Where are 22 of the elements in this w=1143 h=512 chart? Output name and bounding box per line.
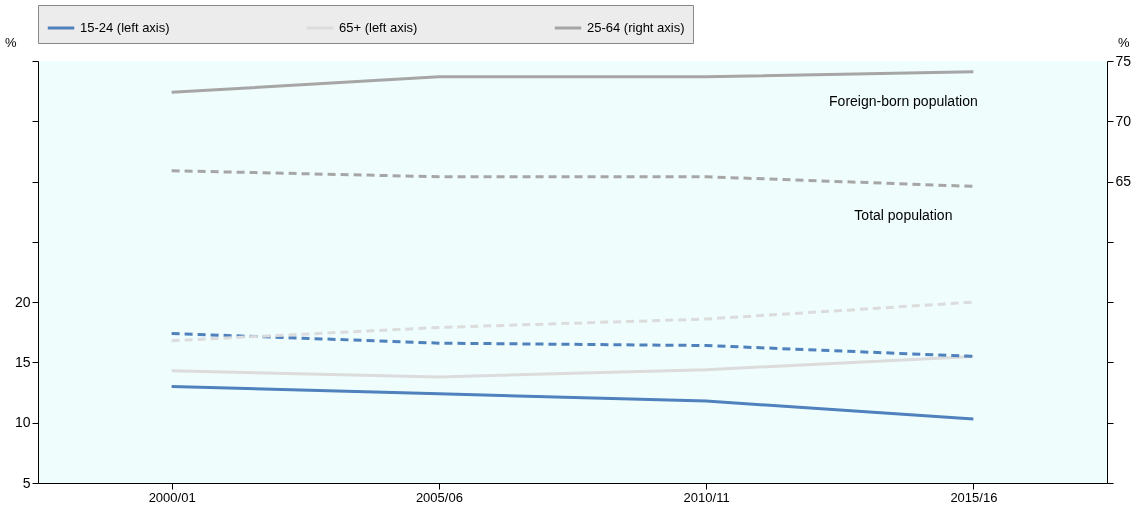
x-tick-label: 2015/16	[950, 489, 998, 505]
legend-label: 65+ (left axis)	[339, 20, 418, 35]
y-tick-label: 15	[14, 353, 31, 370]
legend-label: 15-24 (left axis)	[80, 20, 170, 35]
y2-tick-label: 65	[1115, 173, 1132, 190]
y2-axis-title: %	[1117, 34, 1130, 50]
y-tick-label: 10	[14, 414, 31, 431]
y-tick-label: 20	[14, 293, 31, 310]
x-tick-label: 2010/11	[683, 489, 730, 505]
legend-label: 25-64 (right axis)	[587, 20, 685, 35]
y-tick-label: 5	[22, 474, 31, 491]
y-axis-title: %	[4, 34, 17, 50]
x-tick-label: 2000/01	[148, 489, 196, 505]
line-series	[170, 354, 975, 379]
x-tick-label: 2005/06	[415, 489, 463, 505]
line-series	[170, 385, 975, 421]
line-series	[170, 331, 975, 358]
line-series	[170, 300, 975, 343]
y2-tick-label: 70	[1115, 112, 1132, 129]
y2-tick-label: 75	[1115, 52, 1132, 69]
annotation: Foreign-born population	[829, 92, 978, 109]
annotation: Total population	[854, 207, 953, 224]
